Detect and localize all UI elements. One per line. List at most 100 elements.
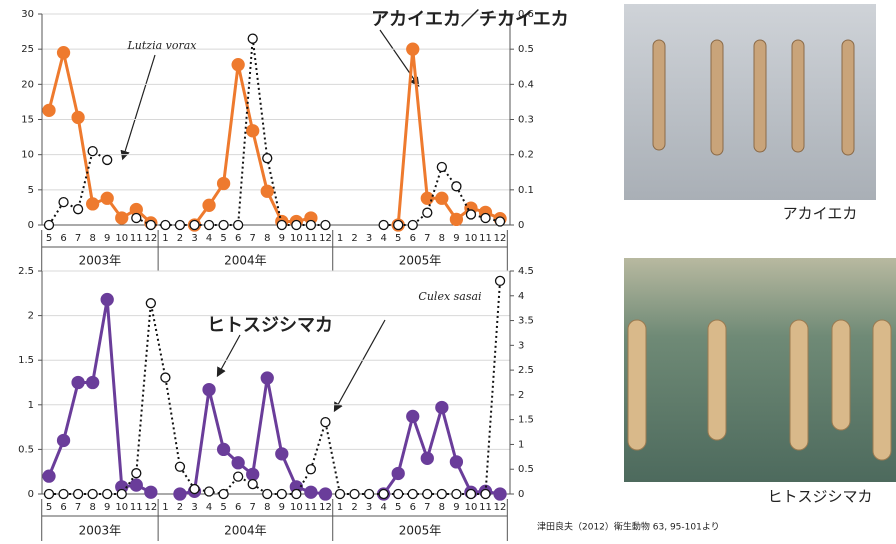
data-point — [319, 488, 331, 500]
data-point — [130, 479, 142, 491]
x-tick-label: 12 — [494, 233, 507, 244]
x-tick-label: 3 — [366, 233, 372, 244]
data-point — [496, 276, 505, 285]
x-tick-label: 12 — [319, 233, 332, 244]
x-tick-label: 4 — [380, 233, 386, 244]
data-point — [379, 221, 388, 230]
y-tick-label: 25 — [21, 44, 34, 55]
x-tick-label: 1 — [337, 502, 343, 513]
data-point — [88, 147, 97, 156]
data-point — [175, 221, 184, 230]
y-tick-label: 1.5 — [18, 355, 34, 366]
data-point — [116, 212, 128, 224]
x-tick-label: 6 — [235, 233, 241, 244]
data-point — [59, 198, 68, 207]
y2-tick-label: 4 — [518, 291, 524, 302]
x-tick-label: 6 — [60, 233, 66, 244]
x-tick-label: 7 — [424, 502, 430, 513]
x-tick-label: 12 — [144, 502, 157, 513]
data-point — [423, 208, 432, 217]
data-point — [466, 490, 475, 499]
x-tick-label: 5 — [395, 502, 401, 513]
data-point — [190, 485, 199, 494]
data-point — [292, 221, 301, 230]
series-label: アカイエカ／チカイエカ — [371, 9, 569, 30]
photo-1 — [624, 4, 876, 200]
data-point — [436, 401, 448, 413]
x-tick-label: 12 — [494, 502, 507, 513]
data-point — [481, 490, 490, 499]
data-point — [261, 185, 273, 197]
x-tick-label: 8 — [264, 502, 270, 513]
data-point — [234, 472, 243, 481]
data-point — [74, 205, 83, 214]
y2-tick-label: 3 — [518, 340, 524, 351]
x-tick-label: 9 — [104, 502, 110, 513]
data-point — [58, 434, 70, 446]
data-point — [496, 217, 505, 226]
data-point — [88, 490, 97, 499]
x-tick-label: 10 — [290, 233, 303, 244]
data-point — [277, 490, 286, 499]
data-point — [101, 294, 113, 306]
data-point — [450, 456, 462, 468]
data-point — [423, 490, 432, 499]
data-point — [292, 490, 301, 499]
x-tick-label: 10 — [465, 502, 478, 513]
y-tick-label: 15 — [21, 115, 34, 126]
y-tick-label: 10 — [21, 150, 34, 161]
x-tick-label: 7 — [75, 502, 81, 513]
y2-tick-label: 1.5 — [518, 415, 534, 426]
data-point — [277, 221, 286, 230]
data-point — [145, 486, 157, 498]
data-point — [248, 480, 257, 489]
data-point — [219, 490, 228, 499]
data-point — [219, 221, 228, 230]
data-point — [450, 213, 462, 225]
x-tick-label: 9 — [453, 502, 459, 513]
x-tick-label: 6 — [235, 502, 241, 513]
data-point — [248, 34, 257, 43]
year-label: 2004年 — [224, 254, 267, 268]
year-label: 2005年 — [399, 254, 442, 268]
x-tick-label: 2 — [177, 233, 183, 244]
data-point — [305, 486, 317, 498]
x-tick-label: 12 — [319, 502, 332, 513]
photo-caption: ヒトスジシマカ — [767, 488, 872, 506]
data-point — [161, 221, 170, 230]
data-point — [132, 469, 141, 478]
y-tick-label: 2.5 — [18, 266, 34, 277]
y2-tick-label: 1 — [518, 439, 524, 450]
x-tick-label: 9 — [279, 233, 285, 244]
data-point — [58, 47, 70, 59]
data-point — [263, 490, 272, 499]
data-point — [45, 490, 54, 499]
y2-tick-label: 0 — [518, 489, 524, 500]
x-tick-label: 4 — [206, 502, 212, 513]
data-point — [87, 377, 99, 389]
data-point — [101, 192, 113, 204]
x-tick-label: 9 — [279, 502, 285, 513]
x-tick-label: 5 — [46, 502, 52, 513]
y2-tick-label: 2.5 — [518, 365, 534, 376]
y-tick-label: 30 — [21, 9, 34, 20]
data-point — [437, 162, 446, 171]
data-point — [350, 490, 359, 499]
x-tick-label: 9 — [453, 233, 459, 244]
data-point — [132, 213, 141, 222]
data-point — [218, 178, 230, 190]
data-point — [263, 154, 272, 163]
y2-tick-label: 0.5 — [518, 464, 534, 475]
data-point — [74, 490, 83, 499]
x-tick-label: 10 — [115, 502, 128, 513]
data-point — [146, 221, 155, 230]
y2-tick-label: 0.4 — [518, 79, 534, 90]
y2-tick-label: 0.5 — [518, 44, 534, 55]
year-label: 2004年 — [224, 524, 267, 538]
y2-tick-label: 3.5 — [518, 316, 534, 327]
data-point — [407, 410, 419, 422]
x-tick-label: 8 — [439, 502, 445, 513]
data-point — [494, 488, 506, 500]
data-point — [43, 104, 55, 116]
data-point — [161, 373, 170, 382]
